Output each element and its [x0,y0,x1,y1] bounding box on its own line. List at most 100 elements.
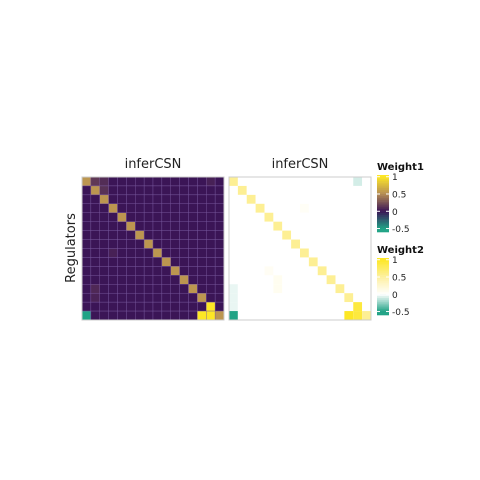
heatmap-cell [214,275,225,285]
heatmap-cell [126,310,136,321]
heatmap-cell [90,292,100,303]
heatmap-cell [135,176,145,187]
heatmap-cell [353,221,363,231]
heatmap-cell [237,275,247,285]
heatmap-cell [170,176,180,187]
heatmap-cell [117,194,127,205]
heatmap-cell [229,266,238,276]
heatmap-cell [273,221,283,231]
heatmap-cell [161,194,171,205]
heatmap-cell [291,284,301,294]
heatmap-cell [206,221,216,231]
heatmap-cell [291,230,301,240]
heatmap-cell [317,194,327,204]
legend-color-step [377,195,389,199]
heatmap-cell [99,248,109,258]
heatmap-cell [143,176,154,187]
heatmap-cell [126,239,136,249]
heatmap-cell [179,212,189,222]
heatmap-cell [126,284,136,294]
heatmap-cell [117,203,127,213]
heatmap-cell [344,248,354,258]
heatmap-cell [108,275,118,285]
heatmap-cell [90,266,100,276]
heatmap-cell [90,230,100,240]
heatmap-cell [246,275,256,285]
heatmap-cell [317,248,327,258]
heatmap-cell [170,266,180,276]
heatmap-cell [206,176,216,187]
heatmap-cell [353,275,363,285]
heatmap-cell [81,176,92,187]
legend-color-step [377,280,389,283]
heatmap-cell [161,257,171,267]
heatmap-cell [335,248,345,258]
heatmap-cell [282,293,292,303]
heatmap-cell [246,203,256,213]
heatmap-cell [197,310,207,321]
heatmap-cell [81,248,92,258]
heatmap-cell [282,194,292,204]
heatmap-cell [135,301,145,312]
heatmap-cell [188,203,198,213]
heatmap-cell [291,185,301,195]
heatmap-cell [179,301,189,312]
heatmap-cell [326,293,336,303]
heatmap-cell [300,239,309,249]
heatmap-cell [317,239,327,249]
legend-color-step [377,182,389,185]
heatmap-cell [99,266,109,276]
heatmap-cell [291,221,301,231]
heatmap-cell [188,212,198,222]
heatmap-cell [362,311,372,320]
heatmap-cell [179,310,189,321]
heatmap-cell [143,284,154,294]
heatmap-cell [117,257,127,267]
heatmap-cell [255,311,265,320]
heatmap-cell [335,239,345,249]
heatmap-cell [81,292,92,303]
heatmap-cell [264,275,274,285]
legend-color-step [377,226,389,229]
heatmap-cell [152,284,163,294]
heatmap-cell [90,310,100,321]
heatmap-cell [291,266,301,276]
heatmap-cell [188,176,198,187]
heatmap-cell [99,230,109,240]
heatmap-cell [246,194,256,204]
heatmap-cell [308,284,318,294]
heatmap-cell [282,266,292,276]
heatmap-cell [264,203,274,213]
heatmap-cell [108,248,118,258]
heatmap-cell [237,311,247,320]
heatmap-cell [117,292,127,303]
heatmap-cell [152,248,163,258]
heatmap-cell [135,292,145,303]
heatmap-cell [264,230,274,240]
heatmap-cell [246,293,256,303]
heatmap-cell [206,194,216,205]
heatmap-cell [317,293,327,303]
heatmap-cell [229,275,238,285]
heatmap-cell [326,257,336,267]
heatmap-cell [90,257,100,267]
legend-color-step [377,278,389,282]
heatmap-cell [161,301,171,312]
heatmap-cell [108,292,118,303]
heatmap-cell [308,194,318,204]
heatmap-cell [300,194,309,204]
heatmap-cell [273,248,283,258]
heatmap-cell [143,203,154,213]
heatmap-cell [126,275,136,285]
heatmap-cell [308,185,318,195]
heatmap-cell [197,275,207,285]
heatmap-cell [335,284,345,294]
heatmap-cell [108,239,118,249]
heatmap-cell [353,194,363,204]
heatmap-cell [255,203,265,213]
heatmap-cell [126,248,136,258]
heatmap-cell [282,230,292,240]
legend-color-step [377,199,389,202]
heatmap-cell [108,203,118,213]
heatmap-cell [108,301,118,312]
